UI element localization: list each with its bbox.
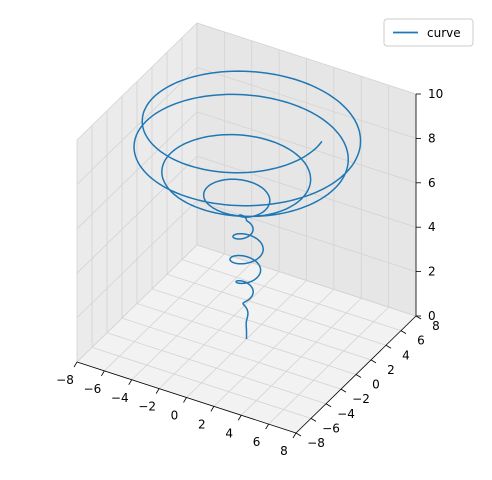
legend-label-curve: curve <box>427 26 461 40</box>
plot-area <box>133 70 362 340</box>
x-tick-label: 6 <box>253 435 261 449</box>
grid-line-z <box>76 244 417 363</box>
x-tick-mark <box>210 406 215 412</box>
z-tick-label: 0 <box>428 309 436 323</box>
grid-line-z <box>76 111 417 230</box>
z-tick-label: 4 <box>428 220 436 234</box>
y-tick-mark <box>355 374 362 378</box>
y-tick-label: −6 <box>322 421 340 435</box>
y-tick-mark <box>325 403 332 408</box>
x-tick-label: −6 <box>84 382 102 396</box>
x-tick-mark <box>237 415 242 421</box>
y-tick-label: −4 <box>337 407 355 421</box>
y-tick-mark <box>415 315 422 320</box>
x-tick-label: −4 <box>111 391 129 405</box>
y-tick-label: −8 <box>307 436 325 450</box>
y-tick-mark <box>400 330 407 334</box>
series-curve-line <box>133 70 362 340</box>
y-tick-mark <box>370 359 377 364</box>
x-tick-mark <box>183 397 187 403</box>
y-tick-label: 4 <box>402 348 410 362</box>
grid-line-z <box>76 66 417 185</box>
y-tick-label: −2 <box>352 392 370 406</box>
x-tick-mark <box>155 388 160 394</box>
axis-panes <box>77 23 416 433</box>
x-tick-mark <box>73 361 78 368</box>
grid-line-z <box>76 22 417 141</box>
x-tick-label: 8 <box>280 444 288 458</box>
y-tick-mark <box>310 418 317 422</box>
grid-line-z <box>76 155 417 274</box>
x-tick-mark <box>292 432 297 439</box>
x-tick-mark <box>265 423 269 430</box>
x-tick-label: −8 <box>56 373 74 387</box>
x-tick-label: −2 <box>138 400 156 414</box>
z-tick-label: 10 <box>428 87 443 101</box>
y-tick-label: 6 <box>417 334 425 348</box>
z-tick-label: 6 <box>428 176 436 190</box>
y-tick-label: 0 <box>372 378 380 392</box>
z-tick-label: 2 <box>428 265 436 279</box>
y-tick-label: 2 <box>387 363 395 377</box>
x-tick-label: 4 <box>225 426 233 440</box>
x-tick-mark <box>128 379 133 385</box>
x-tick-mark <box>101 370 105 377</box>
y-tick-mark <box>295 432 302 437</box>
x-tick-label: 2 <box>198 417 206 431</box>
z-tick-label: 8 <box>428 131 436 145</box>
y-tick-mark <box>340 388 347 393</box>
grid-line-z <box>76 200 417 318</box>
y-tick-mark <box>385 344 392 349</box>
y-tick-label: 8 <box>432 319 440 333</box>
legend-box <box>383 18 474 47</box>
legend: curve <box>383 18 474 47</box>
x-tick-label: 0 <box>171 409 179 423</box>
